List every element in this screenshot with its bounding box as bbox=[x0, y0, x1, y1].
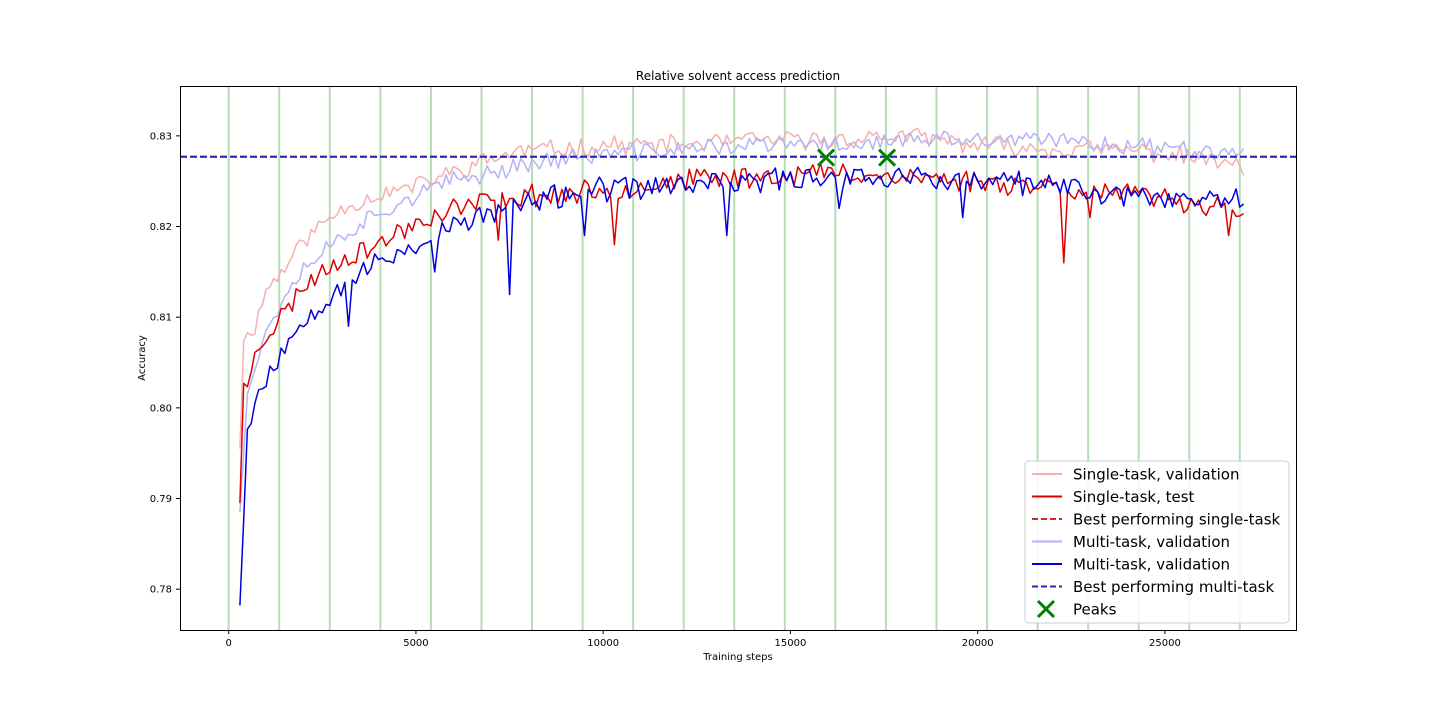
legend-entry: Single-task, validation bbox=[1032, 466, 1240, 484]
y-axis: 0.78 0.79 0.80 0.81 0.82 0.83 bbox=[150, 131, 180, 596]
legend-label: Multi-task, validation bbox=[1073, 533, 1230, 551]
legend-box bbox=[1024, 460, 1290, 624]
y-tick-label: 0.81 bbox=[150, 313, 172, 324]
series-line-multi-task-validation-light bbox=[239, 130, 1245, 513]
series-layer bbox=[180, 127, 1296, 606]
series-line-single-task-test bbox=[239, 162, 1245, 504]
plot-frame bbox=[180, 86, 1297, 631]
x-tick-label: 0 bbox=[225, 638, 231, 649]
peaks-layer bbox=[816, 148, 897, 167]
legend-entry: Best performing multi-task bbox=[1032, 578, 1274, 596]
x-axis: 0 5000 10000 15000 20000 25000 bbox=[225, 630, 1181, 649]
legend-entry: Multi-task, validation bbox=[1032, 556, 1230, 574]
y-tick-label: 0.80 bbox=[150, 403, 172, 414]
x-tick-label: 10000 bbox=[587, 638, 619, 649]
y-axis-title: Accuracy bbox=[137, 335, 148, 381]
legend-peak-swatch bbox=[1036, 599, 1056, 619]
legend-entry: Peaks bbox=[1036, 599, 1117, 619]
series-line-single-task-validation bbox=[239, 127, 1245, 449]
legend-label: Single-task, validation bbox=[1073, 466, 1240, 484]
x-tick-label: 20000 bbox=[962, 638, 994, 649]
y-tick-label: 0.82 bbox=[150, 222, 172, 233]
chart-title: Relative solvent access prediction bbox=[636, 69, 840, 83]
legend-label: Multi-task, validation bbox=[1073, 556, 1230, 574]
x-tick-label: 15000 bbox=[775, 638, 807, 649]
peak-marker bbox=[877, 148, 897, 167]
x-tick-label: 25000 bbox=[1149, 638, 1181, 649]
peak-marker bbox=[816, 148, 836, 167]
legend-label: Peaks bbox=[1073, 601, 1117, 619]
legend-entry: Multi-task, validation bbox=[1032, 533, 1230, 551]
legend: Single-task, validation Single-task, test… bbox=[1024, 460, 1290, 624]
y-tick-label: 0.79 bbox=[150, 494, 172, 505]
legend-entry: Best performing single-task bbox=[1032, 511, 1281, 529]
x-tick-label: 5000 bbox=[403, 638, 428, 649]
y-tick-label: 0.78 bbox=[150, 585, 172, 596]
y-tick-label: 0.83 bbox=[150, 131, 172, 142]
x-axis-title: Training steps bbox=[702, 652, 772, 663]
legend-entry: Single-task, test bbox=[1032, 488, 1195, 506]
legend-label: Single-task, test bbox=[1073, 488, 1195, 506]
series-line-multi-task-validation-dark bbox=[239, 166, 1245, 606]
legend-label: Best performing single-task bbox=[1073, 511, 1281, 529]
legend-label: Best performing multi-task bbox=[1073, 578, 1274, 596]
